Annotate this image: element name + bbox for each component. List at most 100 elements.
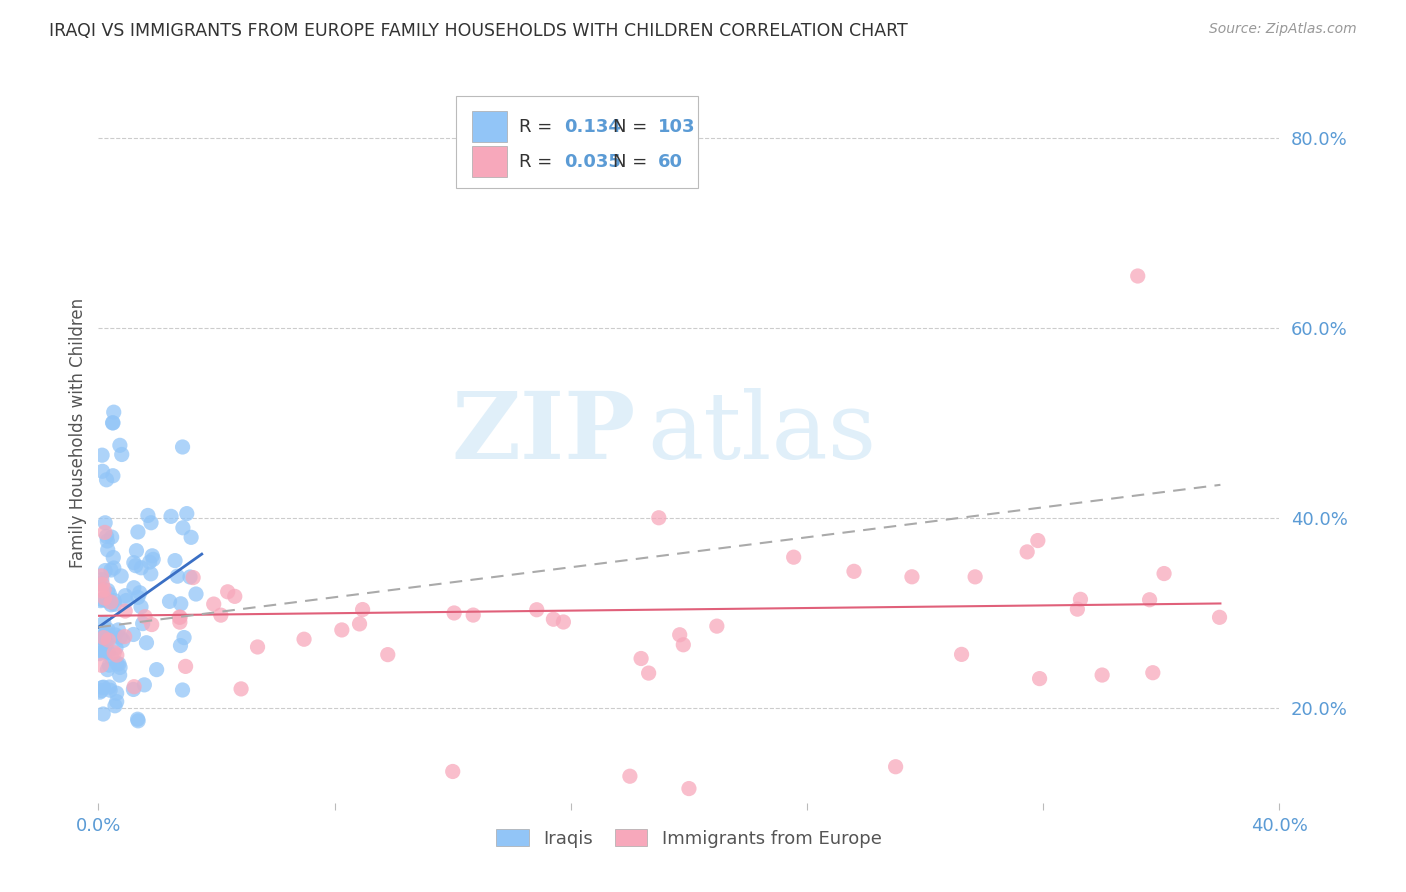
Point <box>124 558 146 573</box>
Point <box>172 440 194 454</box>
Point <box>668 628 690 642</box>
Point <box>101 416 124 430</box>
Point <box>105 686 128 700</box>
Point <box>122 627 145 641</box>
Point <box>349 616 371 631</box>
Point <box>104 597 127 611</box>
Point <box>105 695 128 709</box>
Point <box>104 698 127 713</box>
Point <box>842 565 865 579</box>
Point <box>1028 672 1050 686</box>
Point <box>91 632 114 646</box>
Point <box>176 507 198 521</box>
Point <box>950 648 973 662</box>
Point <box>526 603 548 617</box>
FancyBboxPatch shape <box>457 95 699 188</box>
Point <box>89 644 111 658</box>
Point <box>184 587 207 601</box>
Point <box>105 640 128 655</box>
Point <box>101 468 124 483</box>
Point <box>441 764 464 779</box>
Point <box>630 651 652 665</box>
Point <box>101 416 124 430</box>
Point <box>98 658 121 673</box>
Point <box>105 657 128 671</box>
Point <box>103 561 125 575</box>
Point <box>135 636 157 650</box>
Point <box>96 594 118 608</box>
Point <box>209 608 232 623</box>
Point <box>97 633 120 648</box>
Point <box>89 642 111 657</box>
Point <box>648 510 671 524</box>
Point <box>352 602 374 616</box>
Point <box>122 556 145 570</box>
Point <box>114 604 136 618</box>
Point <box>91 592 114 607</box>
Point <box>101 651 124 665</box>
Point <box>108 660 131 674</box>
Text: IRAQI VS IMMIGRANTS FROM EUROPE FAMILY HOUSEHOLDS WITH CHILDREN CORRELATION CHAR: IRAQI VS IMMIGRANTS FROM EUROPE FAMILY H… <box>49 22 908 40</box>
Point <box>179 570 201 584</box>
Point <box>1126 268 1149 283</box>
Point <box>98 587 121 601</box>
Point <box>127 591 149 605</box>
Point <box>97 542 120 557</box>
Point <box>127 524 149 539</box>
Point <box>94 628 117 642</box>
Point <box>170 597 193 611</box>
Point <box>91 681 114 695</box>
Point <box>91 448 114 462</box>
Point <box>246 640 269 654</box>
Text: 60: 60 <box>658 153 683 170</box>
Point <box>160 509 183 524</box>
Point <box>1017 545 1039 559</box>
Point <box>229 681 252 696</box>
Point <box>145 663 167 677</box>
Point <box>94 564 117 578</box>
Point <box>553 615 575 629</box>
Point <box>89 576 111 591</box>
Point <box>965 570 987 584</box>
Point <box>105 648 128 662</box>
Point <box>1026 533 1049 548</box>
Point <box>91 706 114 721</box>
Point <box>96 473 118 487</box>
Text: 0.134: 0.134 <box>564 118 620 136</box>
Point <box>96 635 118 649</box>
Point <box>129 561 152 575</box>
Point <box>139 566 162 581</box>
Point <box>637 666 659 681</box>
Point <box>89 647 111 661</box>
Point <box>166 569 188 583</box>
Point <box>115 593 138 607</box>
Point <box>1139 592 1161 607</box>
Point <box>111 633 134 648</box>
Point <box>114 630 136 644</box>
Point <box>463 608 485 623</box>
Point <box>96 529 118 543</box>
Point <box>122 581 145 595</box>
Point <box>93 631 115 645</box>
Point <box>131 616 153 631</box>
Point <box>94 525 117 540</box>
Point <box>173 631 195 645</box>
Point <box>90 683 112 698</box>
Text: Source: ZipAtlas.com: Source: ZipAtlas.com <box>1209 22 1357 37</box>
Point <box>97 583 120 598</box>
Point <box>129 599 152 614</box>
Text: ZIP: ZIP <box>451 388 636 477</box>
Point <box>136 508 159 523</box>
Point <box>180 530 202 544</box>
Point <box>443 606 465 620</box>
Point <box>159 594 181 608</box>
Point <box>1142 665 1164 680</box>
Point <box>89 685 111 699</box>
Text: 0.035: 0.035 <box>564 153 620 170</box>
Point <box>141 549 163 563</box>
Point <box>224 590 246 604</box>
Point <box>1208 610 1230 624</box>
Point <box>93 591 115 605</box>
Point <box>122 680 145 694</box>
Point <box>672 638 695 652</box>
